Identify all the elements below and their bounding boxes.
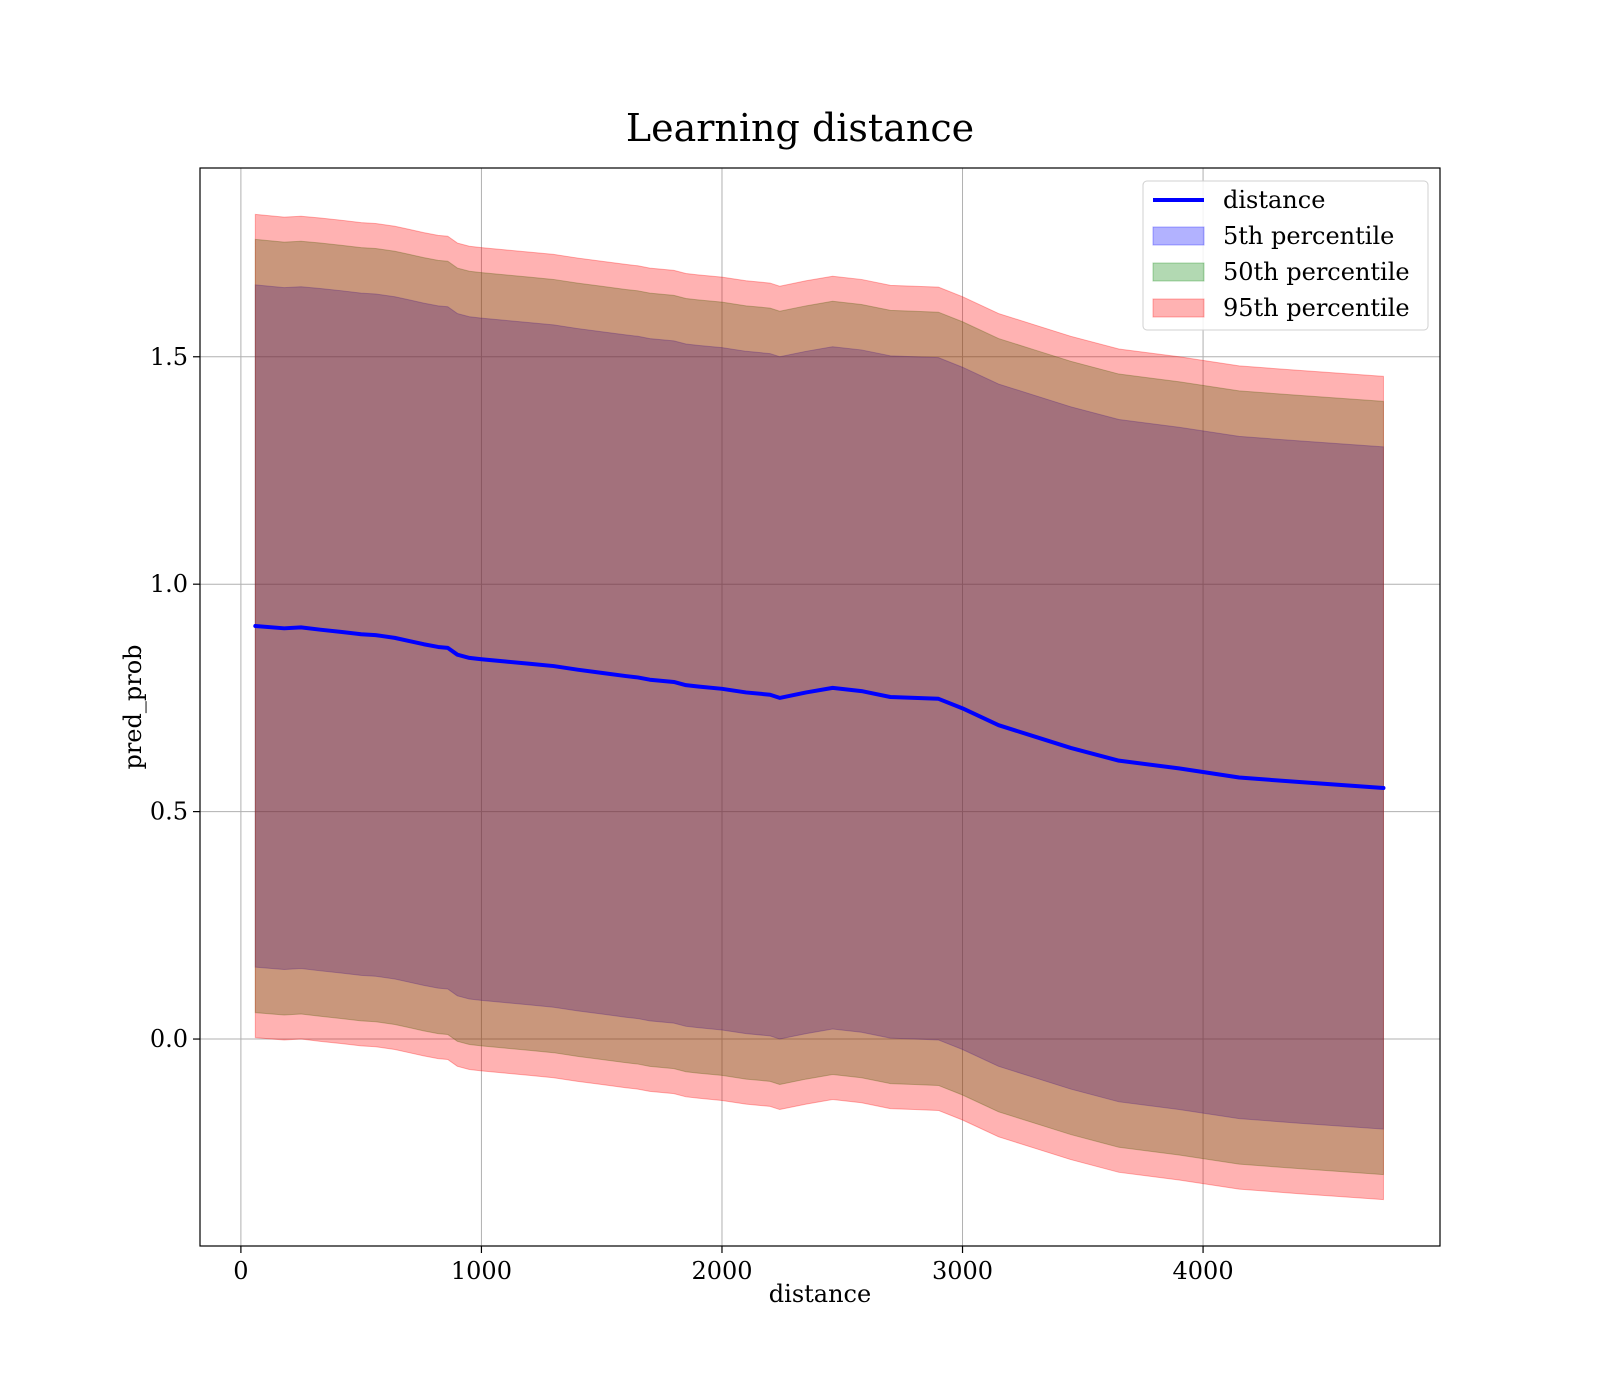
x-axis-label: distance — [769, 1280, 871, 1308]
x-tick-label-0: 0 — [233, 1257, 248, 1285]
band-95th-percentile — [254, 213, 1384, 1201]
x-tick-label-2: 2000 — [691, 1257, 752, 1285]
band-50th-percentile — [254, 238, 1384, 1176]
y-tick-label-0: 0.0 — [150, 1025, 188, 1053]
distance-line-layer — [253, 624, 1386, 790]
x-tick-label-4: 4000 — [1173, 1257, 1234, 1285]
y-tick-label-2: 1.0 — [150, 570, 188, 598]
legend-label-5th: 5th percentile — [1223, 222, 1394, 250]
x-tick-label-3: 3000 — [932, 1257, 993, 1285]
legend-label-95th: 95th percentile — [1223, 294, 1410, 322]
x-axis-ticks: 0 1000 2000 3000 4000 — [233, 1246, 1234, 1285]
legend-swatch-50th — [1152, 262, 1205, 282]
band-5th-percentile — [254, 284, 1384, 1130]
legend-label-distance: distance — [1223, 186, 1325, 214]
chart-title: Learning distance — [626, 106, 974, 150]
legend-label-50th: 50th percentile — [1223, 258, 1410, 286]
plot-frame — [199, 167, 1441, 1247]
y-tick-label-1: 0.5 — [150, 798, 188, 826]
y-tick-label-3: 1.5 — [150, 343, 188, 371]
legend-swatch-95th — [1152, 298, 1205, 318]
y-axis-ticks: 0.0 0.5 1.0 1.5 — [150, 343, 200, 1053]
y-axis-label: pred_prob — [119, 644, 147, 769]
grid-lines — [200, 168, 1440, 1246]
legend-box — [1142, 180, 1429, 331]
percentile-bands — [254, 213, 1384, 1201]
x-tick-label-1: 1000 — [451, 1257, 512, 1285]
legend-swatch-5th — [1152, 226, 1205, 246]
series-line-distance — [253, 624, 1386, 790]
legend: distance 5th percentile 50th percentile … — [1142, 180, 1429, 331]
